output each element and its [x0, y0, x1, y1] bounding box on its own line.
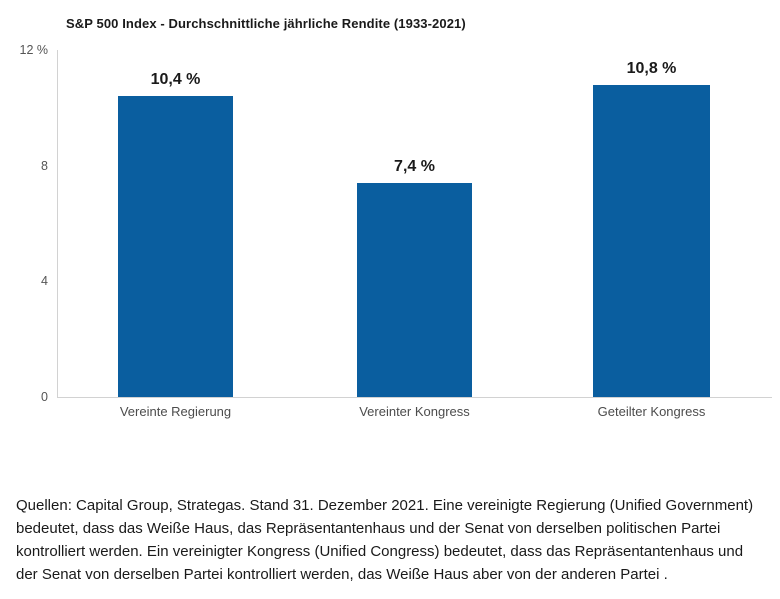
y-axis-line	[57, 50, 58, 397]
category-label: Vereinte Regierung	[119, 404, 232, 419]
bar	[118, 96, 233, 397]
bar-value-label: 10,8 %	[626, 59, 677, 77]
source-footnote: Quellen: Capital Group, Strategas. Stand…	[16, 497, 754, 583]
chart-title: S&P 500 Index - Durchschnittliche jährli…	[66, 16, 466, 31]
y-axis-tick-label: 12 %	[19, 43, 49, 57]
y-axis-tick-label: 8	[41, 158, 48, 173]
category-label: Vereinter Kongress	[359, 404, 470, 419]
bar	[593, 84, 710, 397]
y-axis-tick-label: 4	[41, 274, 48, 289]
category-label: Geteilter Kongress	[597, 404, 706, 419]
bar-value-label: 10,4 %	[150, 71, 201, 89]
x-axis-line	[57, 397, 772, 398]
bar-value-label: 7,4 %	[394, 158, 435, 176]
y-axis-tick-label: 0	[41, 390, 48, 404]
bar	[357, 183, 472, 397]
